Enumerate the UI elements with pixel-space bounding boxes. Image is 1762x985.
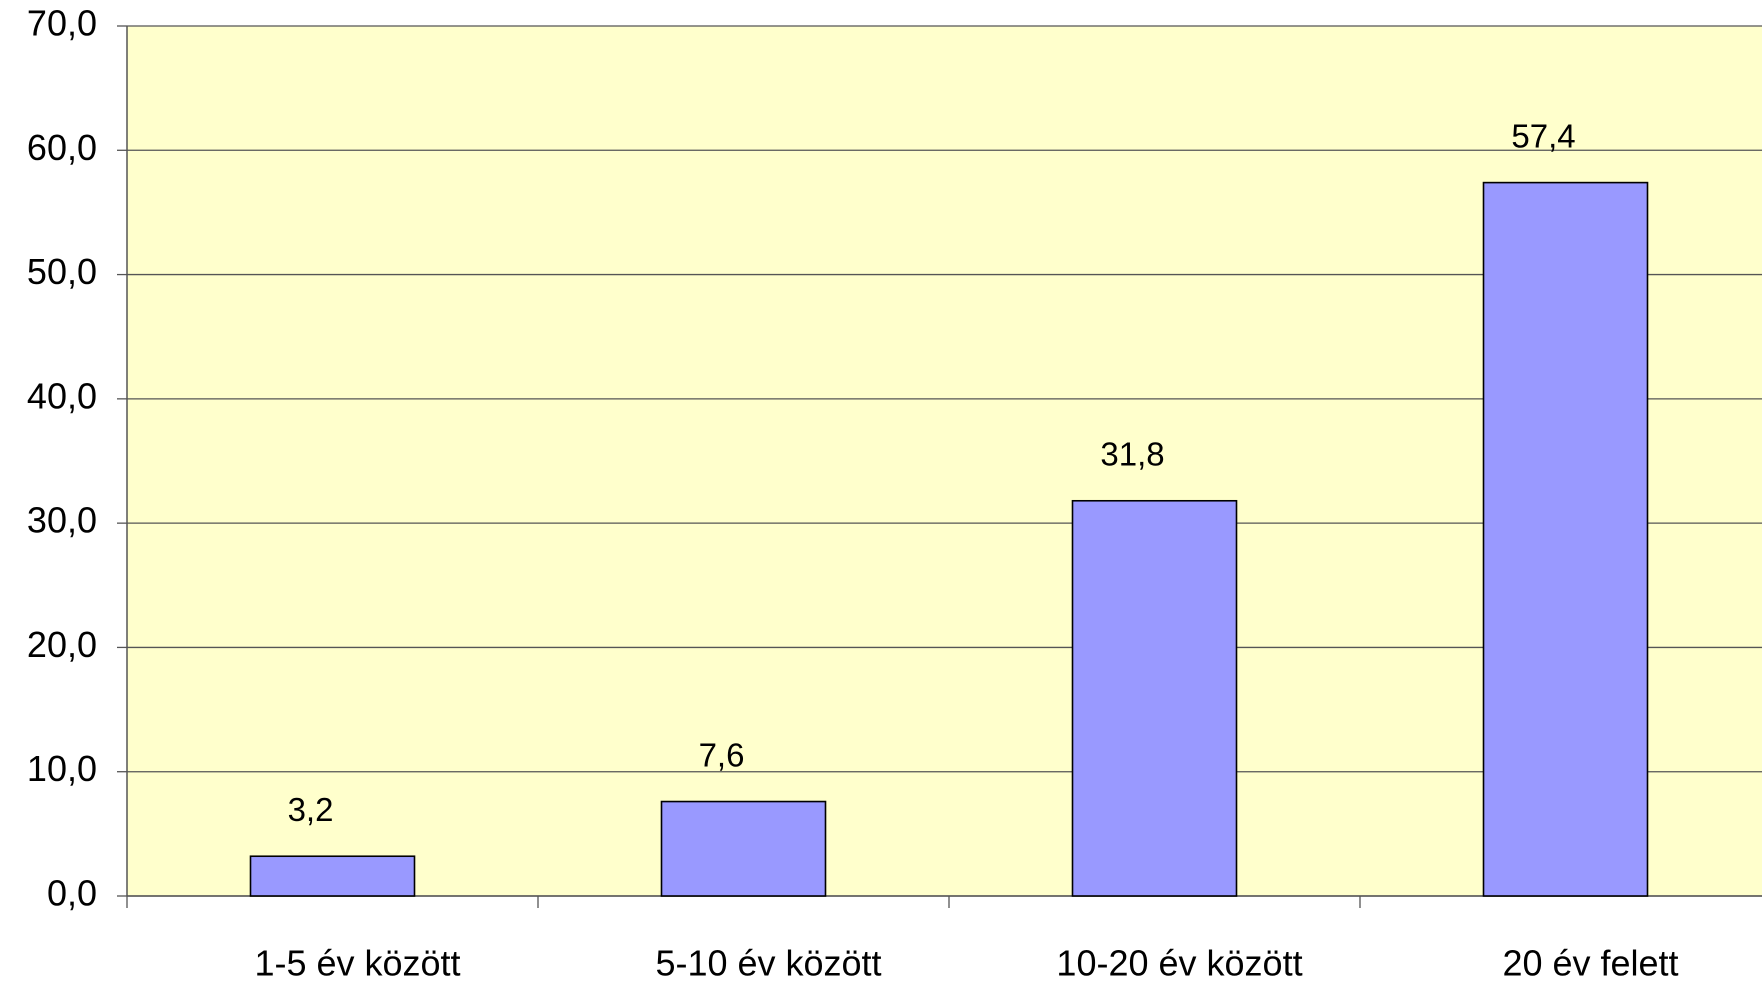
bar: [1071, 499, 1238, 897]
y-tick-label: 20,0: [27, 624, 97, 665]
x-tick-label: 10-20 év között: [1056, 943, 1302, 984]
x-tick-label: 1-5 év között: [254, 943, 460, 984]
data-label: 31,8: [1100, 435, 1164, 472]
data-label: 57,4: [1511, 117, 1575, 154]
bar: [249, 855, 416, 897]
y-tick-label: 70,0: [27, 3, 97, 44]
y-tick-label: 40,0: [27, 375, 97, 416]
y-tick-label: 10,0: [27, 748, 97, 789]
data-label: 3,2: [288, 791, 334, 828]
bar: [660, 800, 827, 897]
y-tick-label: 60,0: [27, 127, 97, 168]
bar: [1482, 181, 1649, 897]
y-tick-label: 0,0: [47, 873, 97, 914]
y-tick-label: 30,0: [27, 500, 97, 541]
data-label: 7,6: [699, 736, 745, 773]
y-tick-label: 50,0: [27, 251, 97, 292]
x-tick-label: 20 év felett: [1502, 943, 1678, 984]
x-tick-label: 5-10 év között: [655, 943, 881, 984]
